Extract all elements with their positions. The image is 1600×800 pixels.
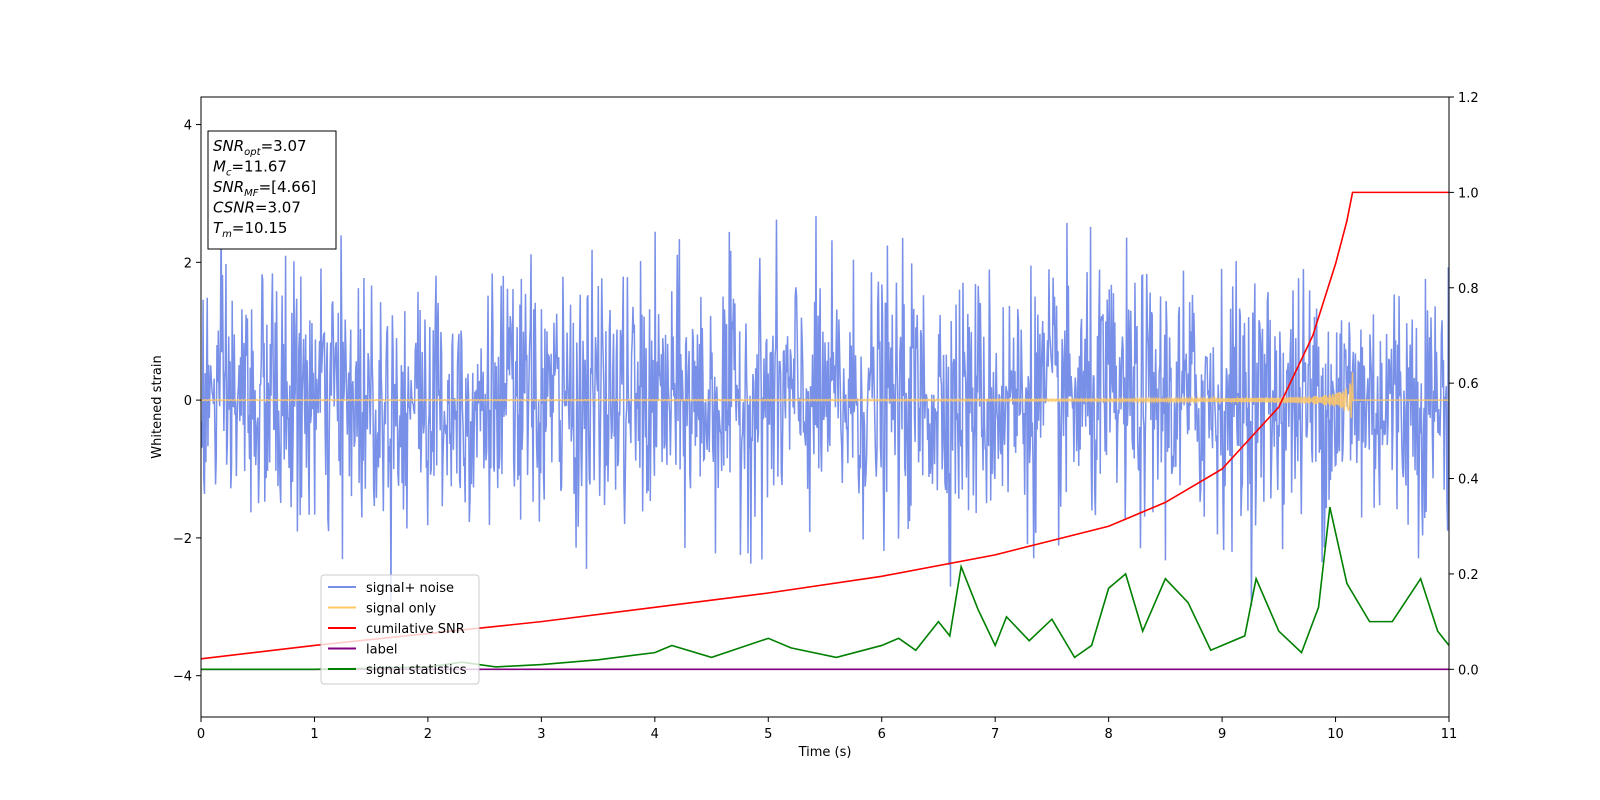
- plot-frame: [200, 96, 1450, 718]
- annotation-line: Mc=11.67: [213, 158, 287, 179]
- y-tick-label: −2: [173, 532, 192, 547]
- legend-label: label: [366, 643, 397, 658]
- x-tick-label: 0: [197, 727, 205, 742]
- y2-tick-label: 0.6: [1458, 377, 1479, 392]
- y2-tick-label: 1.0: [1458, 186, 1479, 201]
- x-tick-label: 11: [1441, 727, 1458, 742]
- series-line-signal-noise: [201, 215, 1449, 606]
- y2-tick-label: 0.2: [1458, 568, 1479, 583]
- annotation-line: Tm=10.15: [213, 219, 287, 240]
- x-tick-label: 2: [424, 727, 432, 742]
- x-tick-label: 8: [1104, 727, 1112, 742]
- x-tick-label: 9: [1218, 727, 1226, 742]
- legend-label: signal statistics: [366, 663, 467, 678]
- series-line-cumilative-snr: [201, 191, 1449, 660]
- y2-tick-label: 1.2: [1458, 91, 1479, 106]
- x-tick-label: 1: [310, 727, 318, 742]
- y2-tick-label: 0.0: [1458, 663, 1479, 678]
- axes-layer: 0 1 2 3 4 5 6 7 8 9 10 11 −4 −2 0 2 4 0.0 0.2 0.4 0.6 0.8 1.0 1…: [173, 91, 1479, 742]
- legend-label: cumilative SNR: [366, 622, 465, 637]
- legend-frame: [320, 574, 480, 685]
- x-tick-label: 7: [991, 727, 999, 742]
- legend: signal+ noise signal only cumilative SNR la…: [320, 574, 480, 685]
- x-tick-label: 4: [651, 727, 659, 742]
- y-tick-label: 2: [184, 256, 192, 271]
- y-tick-label: 4: [184, 119, 192, 134]
- annotation-line: CSNR=3.07: [213, 199, 301, 217]
- annotation-line: SNRMF=[4.66]: [213, 178, 316, 199]
- annotation-frame: [207, 130, 337, 250]
- legend-label: signal only: [366, 602, 436, 617]
- series-line-signal-only: [201, 372, 1449, 418]
- legend-label: signal+ noise: [366, 581, 454, 596]
- x-tick-label: 10: [1327, 727, 1344, 742]
- series-line-signal-statistics: [201, 506, 1449, 671]
- x-tick-label: 5: [764, 727, 772, 742]
- y-tick-label: 0: [184, 394, 192, 409]
- annotation-line: SNRopt=3.07: [213, 137, 307, 158]
- y-tick-label: −4: [173, 670, 192, 685]
- x-axis-label: Time (s): [798, 745, 852, 760]
- x-tick-label: 3: [537, 727, 545, 742]
- x-tick-label: 6: [878, 727, 886, 742]
- y-axis-label: Whitened strain: [150, 355, 165, 458]
- y2-tick-label: 0.4: [1458, 473, 1479, 488]
- annotation-box: SNRopt=3.07Mc=11.67SNRMF=[4.66]CSNR=3.07…: [207, 130, 337, 250]
- y2-tick-label: 0.8: [1458, 282, 1479, 297]
